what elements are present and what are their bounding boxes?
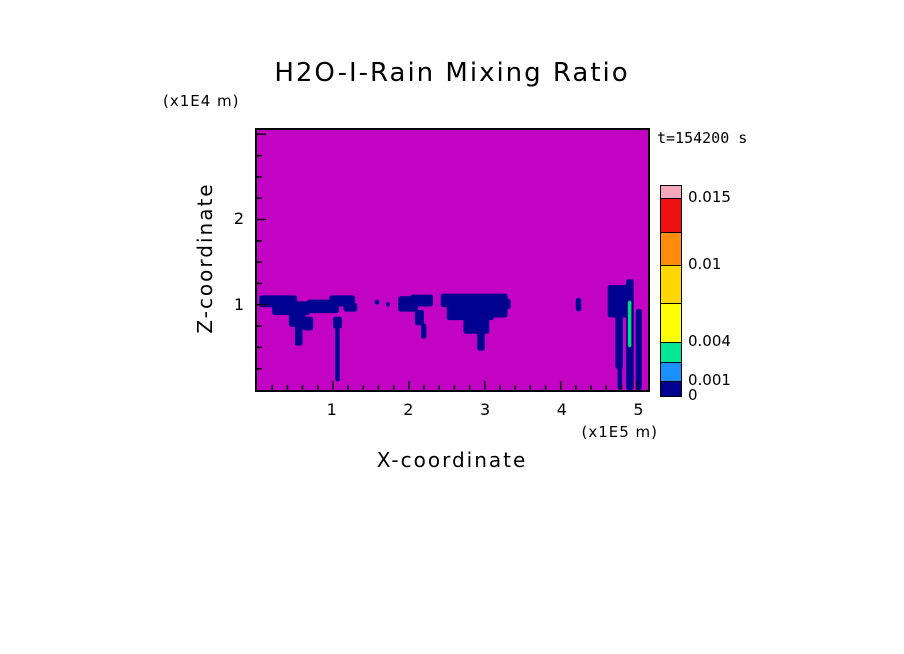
field-canvas <box>257 130 648 390</box>
colorbar <box>660 185 682 397</box>
field-patch <box>617 364 623 390</box>
field-patch <box>627 300 632 348</box>
colorbar-segment <box>661 380 681 396</box>
field-patch <box>440 293 508 308</box>
field-patch <box>410 294 434 307</box>
field-patch <box>288 309 306 327</box>
z-tick-label: 1 <box>233 295 244 315</box>
field-patch <box>414 309 424 326</box>
x-tick-label: 5 <box>633 400 644 419</box>
colorbar-segment <box>661 186 681 198</box>
chart-title: H2O-I-Rain Mixing Ratio <box>274 58 630 88</box>
field-patch <box>635 309 642 390</box>
field-patch <box>343 303 358 312</box>
time-annotation: t=154200 s <box>657 129 748 147</box>
colorbar-segment <box>661 231 681 265</box>
field-patch <box>302 316 314 331</box>
field-patch <box>446 304 494 321</box>
field-patch <box>335 321 340 382</box>
field-patch <box>615 313 623 369</box>
field-patch <box>294 323 303 346</box>
colorbar-level-label: 0.004 <box>688 332 731 351</box>
colorbar-level-label: 0 <box>688 386 698 404</box>
field-patch <box>477 331 485 351</box>
x-tick-label: 1 <box>326 400 337 419</box>
plot-area <box>255 128 650 392</box>
x-axis-unit-label: (x1E5 m) <box>581 423 658 441</box>
colorbar-segment <box>661 342 681 362</box>
colorbar-segment <box>661 197 681 232</box>
z-axis-unit-label: (x1E4 m) <box>163 92 240 110</box>
z-tick-label: 2 <box>233 208 244 228</box>
colorbar-segment <box>661 264 681 303</box>
field-patch <box>498 298 511 310</box>
colorbar-segment <box>661 361 681 381</box>
colorbar-level-label: 0.015 <box>688 187 731 206</box>
colorbar-level-label: 0.01 <box>688 254 722 273</box>
colorbar-segment <box>661 302 681 342</box>
x-axis-label: X-coordinate <box>376 448 528 472</box>
colorbar-level-label: 0.001 <box>688 370 731 389</box>
x-tick-label: 2 <box>403 400 414 419</box>
field-patch <box>332 316 343 329</box>
field-patch <box>386 302 390 307</box>
field-patch <box>374 299 380 305</box>
field-patch <box>463 318 490 334</box>
field-patch <box>421 323 427 339</box>
x-tick-label: 3 <box>480 400 491 419</box>
field-background <box>257 130 648 390</box>
x-tick-label: 4 <box>556 400 567 419</box>
field-patch <box>575 297 582 312</box>
